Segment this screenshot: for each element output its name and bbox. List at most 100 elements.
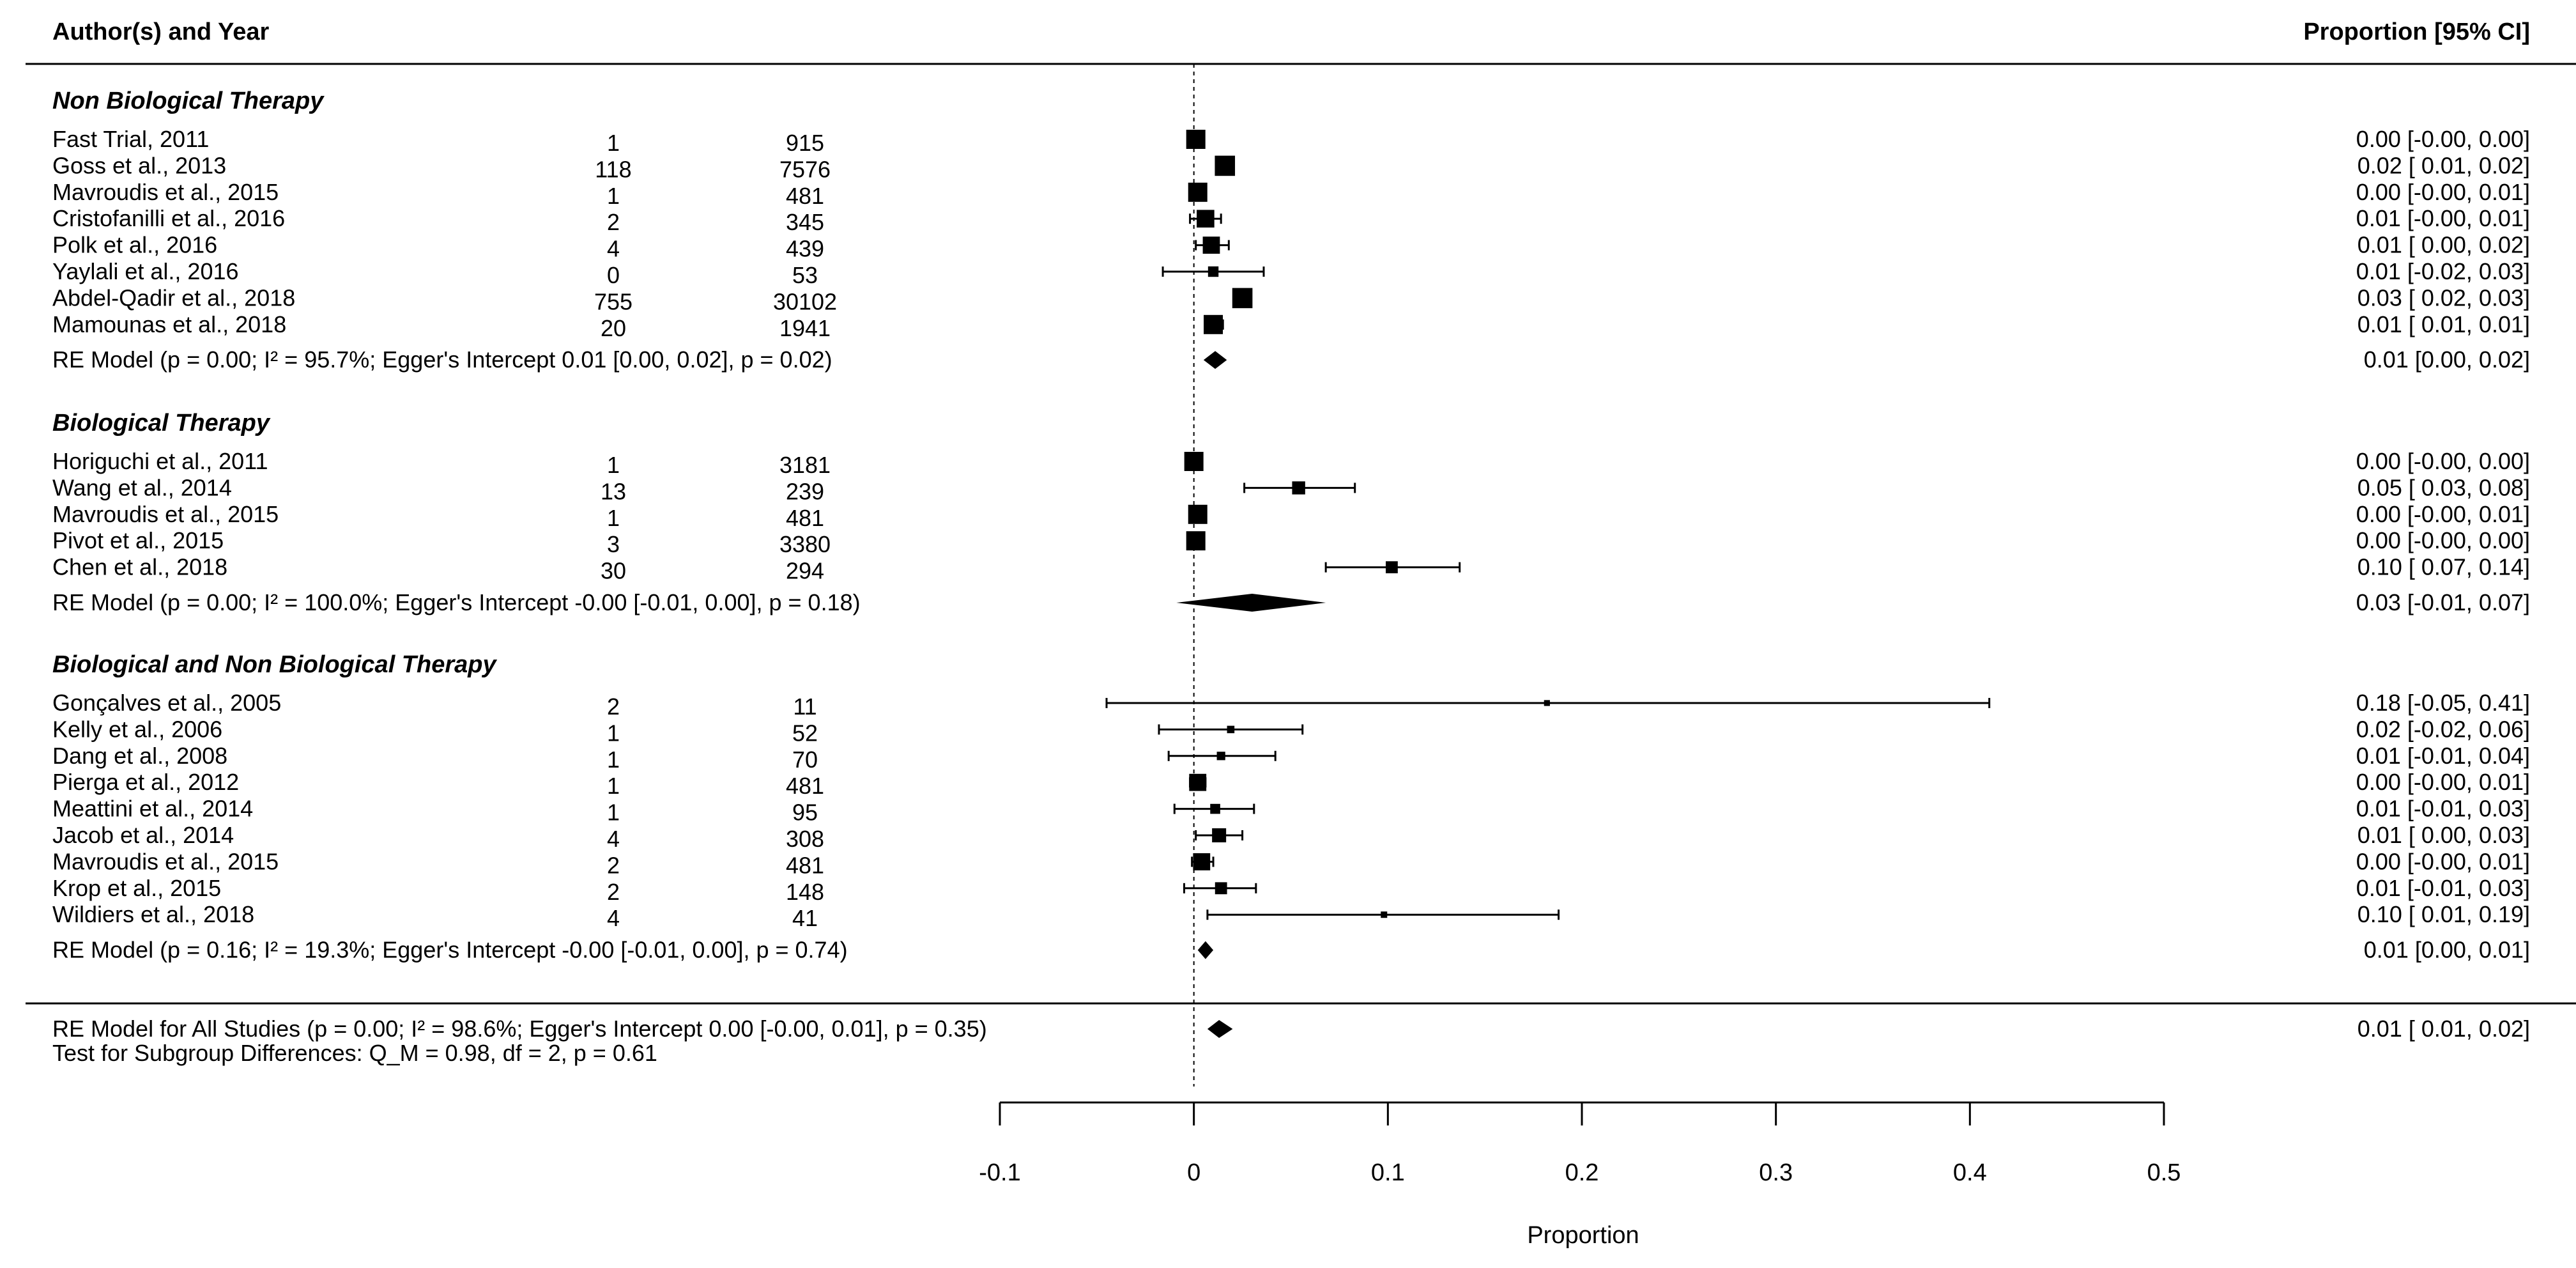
point-estimate <box>1227 725 1235 734</box>
events-value: 4 <box>607 826 620 852</box>
x-tick-label: 0.2 <box>1565 1159 1599 1186</box>
events-value: 1 <box>607 746 620 773</box>
point-estimate <box>1216 752 1225 761</box>
study-label: Abdel-Qadir et al., 2018 <box>52 284 295 311</box>
header-right: Proportion [95% CI] <box>2303 19 2530 45</box>
x-tick-label: 0.3 <box>1759 1159 1793 1186</box>
study-label: Pivot et al., 2015 <box>52 527 224 553</box>
plot-frame: Author(s) and Year Proportion [95% CI] P… <box>26 19 2576 1249</box>
point-estimate <box>1188 504 1208 524</box>
events-value: 1 <box>607 452 620 478</box>
ci-value: 0.03 [ 0.02, 0.03] <box>2358 284 2530 311</box>
study-label: Wang et al., 2014 <box>52 474 232 500</box>
overall-label: RE Model for All Studies (p = 0.00; I² =… <box>52 1016 987 1042</box>
ci-value: 0.00 [-0.00, 0.00] <box>2356 126 2530 152</box>
re-model-label: RE Model (p = 0.16; I² = 19.3%; Egger's … <box>52 937 848 963</box>
ci-value: 0.05 [ 0.03, 0.08] <box>2358 474 2530 500</box>
events-value: 30 <box>601 558 626 584</box>
ci-value: 0.18 [-0.05, 0.41] <box>2356 690 2530 716</box>
ci-value: 0.01 [ 0.01, 0.01] <box>2358 311 2530 337</box>
total-value: 70 <box>792 746 818 773</box>
total-value: 239 <box>786 478 824 504</box>
ci-value: 0.01 [-0.01, 0.03] <box>2356 875 2530 901</box>
ci-value: 0.00 [-0.00, 0.01] <box>2356 179 2530 205</box>
group-title: Biological and Non Biological Therapy <box>52 651 497 678</box>
point-estimate <box>1184 452 1204 471</box>
study-label: Dang et al., 2008 <box>52 743 227 769</box>
point-estimate <box>1189 773 1207 791</box>
events-value: 1 <box>607 130 620 156</box>
study-label: Horiguchi et al., 2011 <box>52 448 268 474</box>
total-value: 3181 <box>779 452 831 478</box>
x-tick-label: 0.1 <box>1371 1159 1405 1186</box>
total-value: 345 <box>786 209 824 235</box>
x-tick-label: 0.4 <box>1953 1159 1987 1186</box>
study-label: Goss et al., 2013 <box>52 152 226 178</box>
ci-value: 0.00 [-0.00, 0.01] <box>2356 769 2530 795</box>
study-label: Meattini et al., 2014 <box>52 796 253 822</box>
events-value: 1 <box>607 773 620 799</box>
point-estimate <box>1544 700 1550 706</box>
re-model-ci: 0.01 [0.00, 0.02] <box>2364 346 2530 373</box>
re-model-ci: 0.01 [0.00, 0.01] <box>2364 937 2530 963</box>
total-value: 294 <box>786 558 824 584</box>
events-value: 1 <box>607 183 620 209</box>
total-value: 481 <box>786 183 824 209</box>
ci-value: 0.02 [-0.02, 0.06] <box>2356 716 2530 742</box>
total-value: 7576 <box>779 156 831 182</box>
events-value: 1 <box>607 505 620 531</box>
total-value: 3380 <box>779 531 831 557</box>
events-value: 13 <box>601 478 626 504</box>
events-value: 755 <box>594 288 632 314</box>
ci-value: 0.10 [ 0.01, 0.19] <box>2358 901 2530 927</box>
ci-value: 0.01 [-0.01, 0.03] <box>2356 796 2530 822</box>
x-tick-label: -0.1 <box>979 1159 1020 1186</box>
total-value: 439 <box>786 236 824 262</box>
total-value: 915 <box>786 130 824 156</box>
overall-ci: 0.01 [ 0.01, 0.02] <box>2358 1016 2530 1042</box>
events-value: 2 <box>607 852 620 878</box>
study-label: Pierga et al., 2012 <box>52 769 239 795</box>
point-estimate <box>1197 210 1215 228</box>
ci-value: 0.00 [-0.00, 0.00] <box>2356 527 2530 553</box>
study-label: Mavroudis et al., 2015 <box>52 179 279 205</box>
total-value: 308 <box>786 826 824 852</box>
total-value: 30102 <box>773 288 837 314</box>
x-tick-label: 0 <box>1187 1159 1200 1186</box>
study-label: Polk et al., 2016 <box>52 232 217 258</box>
total-value: 148 <box>786 879 824 905</box>
header-left: Author(s) and Year <box>52 19 269 45</box>
point-estimate <box>1381 911 1388 918</box>
total-value: 52 <box>792 720 818 746</box>
group-title: Biological Therapy <box>52 410 271 437</box>
x-tick-label: 0.5 <box>2147 1159 2181 1186</box>
events-value: 4 <box>607 905 620 931</box>
summary-diamond <box>1203 351 1227 369</box>
overall-diamond <box>1207 1020 1233 1038</box>
summary-diamond <box>1197 941 1214 959</box>
study-label: Mavroudis et al., 2015 <box>52 848 279 874</box>
ci-value: 0.02 [ 0.01, 0.02] <box>2358 152 2530 178</box>
ci-value: 0.01 [ 0.00, 0.03] <box>2358 822 2530 848</box>
study-label: Gonçalves et al., 2005 <box>52 690 281 716</box>
events-value: 1 <box>607 800 620 826</box>
study-label: Wildiers et al., 2018 <box>52 901 254 927</box>
events-value: 0 <box>607 262 620 288</box>
point-estimate <box>1188 182 1208 202</box>
point-estimate <box>1292 481 1305 495</box>
point-estimate <box>1193 853 1211 870</box>
point-estimate <box>1208 266 1219 277</box>
point-estimate <box>1204 314 1223 334</box>
events-value: 4 <box>607 236 620 262</box>
ci-value: 0.00 [-0.00, 0.01] <box>2356 501 2530 527</box>
point-estimate <box>1215 882 1227 895</box>
ci-value: 0.01 [-0.02, 0.03] <box>2356 258 2530 284</box>
events-value: 2 <box>607 209 620 235</box>
point-estimate <box>1186 130 1206 149</box>
point-estimate <box>1386 561 1398 573</box>
ci-value: 0.10 [ 0.07, 0.14] <box>2358 554 2530 580</box>
events-value: 2 <box>607 879 620 905</box>
events-value: 20 <box>601 315 626 341</box>
